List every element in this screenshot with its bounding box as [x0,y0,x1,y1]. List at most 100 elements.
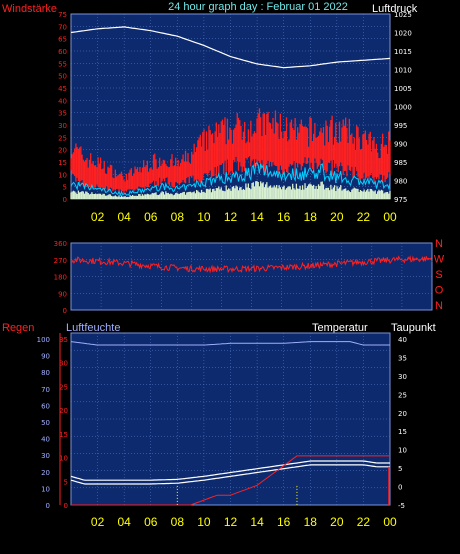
rain-tick-label: 20 [59,407,68,415]
wind-tick-label: 35 [58,110,67,118]
temperature-tick-label: 30 [398,373,407,381]
humidity-tick-label: 70 [41,386,50,394]
rain-x-tick-label: 10 [197,515,211,529]
pressure-tick-label: 1005 [394,85,412,93]
compass-tick-label: N [435,300,443,312]
rain-x-tick-label: 14 [250,515,264,529]
rain-x-tick-label: 16 [277,515,291,529]
wind-tick-label: 30 [58,122,67,130]
humidity-tick-label: 40 [41,436,50,444]
pressure-tick-label: 1010 [394,67,412,75]
wind-x-tick-label: 22 [357,210,371,224]
rain-x-tick-label: 12 [224,515,238,529]
temperature-tick-label: 35 [398,354,407,362]
compass-tick-label: O [435,285,444,297]
chart-title: 24 hour graph day : Februar 01 2022 [168,1,348,13]
wind-tick-label: 45 [58,85,67,93]
pressure-tick-label: 980 [394,178,407,186]
wind-x-tick-label: 14 [250,210,264,224]
rain-x-tick-label: 04 [117,515,131,529]
pressure-tick-label: 985 [394,159,407,167]
wind-tick-label: 10 [58,171,67,179]
humidity-tick-label: 80 [41,369,50,377]
wind-x-tick-label: 18 [304,210,318,224]
temperature-tick-label: 25 [398,391,407,399]
rain-axis-label: Regen [2,322,34,334]
dewpoint-axis-label: Taupunkt [391,322,436,334]
pressure-tick-label: 1020 [394,30,412,38]
rain-x-tick-label: 02 [91,515,105,529]
temperature-tick-label: 20 [398,410,407,418]
rain-x-tick-label: 20 [330,515,344,529]
humidity-tick-label: 30 [41,452,50,460]
wind-tick-label: 75 [58,11,67,19]
humidity-tick-label: 0 [46,502,50,510]
rain-x-tick-label: 08 [171,515,185,529]
compass-tick-label: N [435,238,443,250]
wind-tick-label: 40 [58,97,67,105]
temperature-tick-label: 40 [398,336,407,344]
compass-tick-label: W [434,254,445,266]
wind-axis-label: Windstärke [2,3,57,15]
pressure-axis-label: Luftdruck [372,3,418,15]
temperature-tick-label: 0 [398,484,402,492]
wind-x-tick-label: 02 [91,210,105,224]
wind-tick-label: 70 [58,23,67,31]
wind-tick-label: 60 [58,48,67,56]
rain-x-tick-label: 06 [144,515,158,529]
pressure-tick-label: 975 [394,196,407,204]
wind-x-tick-label: 06 [144,210,158,224]
humidity-tick-label: 90 [41,353,50,361]
wind-tick-label: 5 [63,184,67,192]
wind-x-tick-label: 04 [117,210,131,224]
humidity-tick-label: 60 [41,402,50,410]
dewpoint-line [70,464,390,485]
temperature-line [70,460,390,481]
wind-tick-label: 50 [58,73,67,81]
rain-x-tick-label: 18 [304,515,318,529]
pressure-tick-label: 1025 [394,11,412,19]
wind-x-tick-label: 10 [197,210,211,224]
humidity-tick-label: 50 [41,419,50,427]
rain-x-tick-label: 00 [383,515,397,529]
direction-tick-label: 180 [54,274,67,282]
wind-x-tick-label: 12 [224,210,238,224]
temperature-tick-label: 5 [398,465,402,473]
direction-tick-label: 0 [63,307,67,315]
pressure-tick-label: 1015 [394,48,412,56]
wind-tick-label: 20 [58,147,67,155]
wind-tick-label: 0 [63,196,67,204]
rain-tick-label: 10 [59,455,68,463]
humidity-axis-label: Luftfeuchte [66,322,120,334]
temperature-tick-label: -5 [398,502,405,510]
rain-tick-label: 25 [59,383,68,391]
pressure-tick-label: 995 [394,122,407,130]
wind-tick-label: 65 [58,36,67,44]
gust-line [70,162,391,197]
wind-direction-line [70,255,433,274]
wind-x-tick-label: 08 [171,210,185,224]
wind-tick-label: 25 [58,134,67,142]
compass-tick-label: S [435,269,442,281]
humidity-tick-label: 100 [37,336,50,344]
wind-tick-label: 55 [58,60,67,68]
rain-tick-label: 5 [64,478,68,486]
rain-tick-label: 30 [59,360,68,368]
temperature-axis-label: Temperatur [312,322,368,334]
pressure-tick-label: 990 [394,141,407,149]
pressure-line [70,26,391,69]
wind-x-tick-label: 20 [330,210,344,224]
wind-tick-label: 15 [58,159,67,167]
direction-tick-label: 360 [54,240,67,248]
humidity-tick-label: 20 [41,469,50,477]
rain-x-tick-label: 22 [357,515,371,529]
rain-tick-label: 35 [59,336,68,344]
humidity-tick-label: 10 [41,485,50,493]
direction-tick-label: 90 [58,290,67,298]
rain-tick-label: 15 [59,431,68,439]
wind-x-tick-label: 00 [383,210,397,224]
pressure-tick-label: 1000 [394,104,412,112]
temperature-tick-label: 10 [398,447,407,455]
rain-line [71,455,390,506]
